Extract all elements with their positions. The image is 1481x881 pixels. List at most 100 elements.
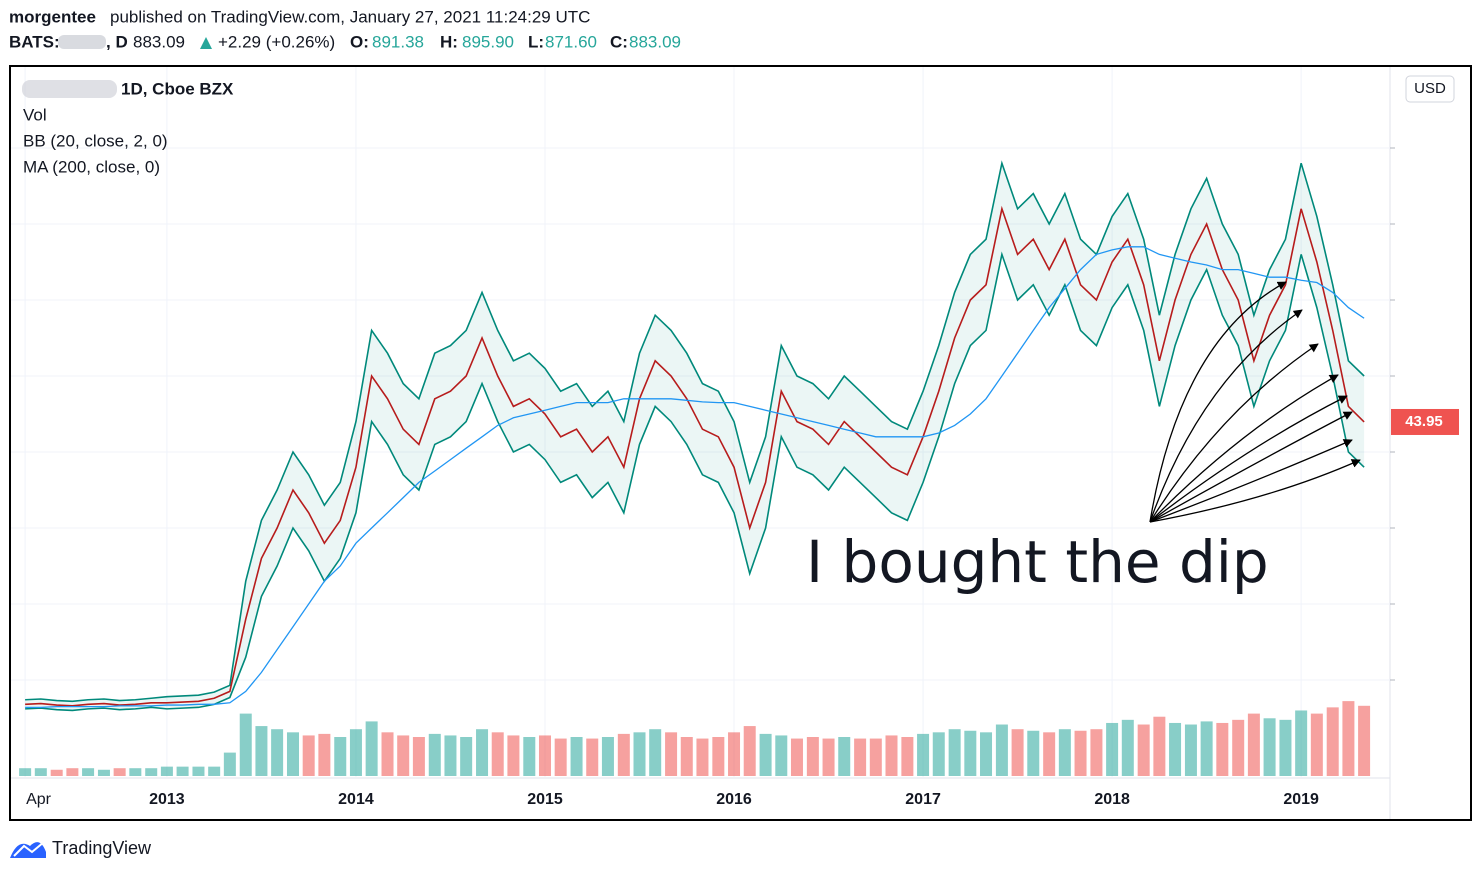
bb-fill <box>25 163 1365 711</box>
price: 883.09 <box>133 32 185 51</box>
x-tick-label: 2016 <box>716 791 752 808</box>
volume-bar <box>1011 729 1024 776</box>
interval: , D <box>106 32 128 51</box>
change: +2.29 (+0.26%) <box>218 32 335 51</box>
plot-area <box>11 67 1390 777</box>
volume-bar <box>964 730 977 776</box>
volume-bar <box>444 735 457 776</box>
volume-bar <box>570 737 583 776</box>
volume-bar <box>1342 701 1355 776</box>
x-tick-label: 2017 <box>905 791 941 808</box>
volume-bar <box>1074 730 1087 776</box>
x-tick-label: 2019 <box>1283 791 1319 808</box>
volume-bar <box>885 735 898 776</box>
volume-bar <box>318 733 331 776</box>
volume-bar <box>854 738 867 776</box>
volume-bar <box>901 737 914 776</box>
bb-upper <box>25 160 1365 703</box>
volume-bar <box>1263 718 1276 776</box>
volume-bar <box>1232 719 1245 776</box>
volume-bar <box>743 726 756 776</box>
volume-bar <box>759 733 772 776</box>
volume-bar <box>617 733 630 776</box>
up-icon <box>200 37 212 49</box>
bb-lower <box>25 251 1365 712</box>
price-line <box>25 246 1365 709</box>
volume-bar <box>1153 716 1166 776</box>
volume-bar <box>523 737 536 776</box>
x-tick-label: 2014 <box>338 791 374 808</box>
volume-bar <box>34 768 47 776</box>
legend-bb: BB (20, close, 2, 0) <box>23 131 168 150</box>
volume-bar <box>176 766 189 776</box>
volume-bar <box>428 733 441 776</box>
volume-bar <box>1216 722 1229 776</box>
symbol-interval: 1D, Cboe BZX <box>121 79 234 98</box>
volume-bar <box>381 732 394 776</box>
volume-bar <box>507 735 520 776</box>
chart-frame <box>9 65 1472 821</box>
volume-bar <box>1247 713 1260 776</box>
volume-bar <box>239 713 252 776</box>
annotation: I bought the dip <box>806 528 1269 596</box>
low-label: L: <box>528 32 544 51</box>
price-tag-label: 43.95 <box>1405 413 1443 430</box>
volume-bar <box>665 732 678 776</box>
volume-bar <box>1279 719 1292 776</box>
x-tick-label: Apr <box>26 791 52 808</box>
volume-bar <box>932 732 945 776</box>
volume-bar <box>1043 732 1056 776</box>
volume-bar <box>980 732 993 776</box>
volume-bar <box>728 732 741 776</box>
blurred-symbol <box>22 80 117 98</box>
high: 895.90 <box>462 32 514 51</box>
blurred-symbol <box>58 35 106 49</box>
volume-bar <box>82 768 95 776</box>
volume-bar <box>680 737 693 776</box>
open-label: O: <box>350 32 369 51</box>
volume-bar <box>491 732 504 776</box>
volume-bar <box>538 735 551 776</box>
volume-bar <box>460 737 473 776</box>
volume-bar <box>601 737 614 776</box>
price-line <box>25 205 1365 707</box>
volume-bar <box>208 766 221 776</box>
volume-bar <box>586 738 599 776</box>
legend-ma: MA (200, close, 0) <box>23 157 160 176</box>
volume-bar <box>1295 710 1308 776</box>
volume-bar <box>365 721 378 776</box>
volume-bar <box>948 729 961 776</box>
volume-bar <box>1106 722 1119 776</box>
volume-bar <box>97 769 110 776</box>
volume-bar <box>19 768 32 776</box>
volume-bar <box>255 726 268 776</box>
x-tick-label: 2015 <box>527 791 563 808</box>
volume-bar <box>1184 724 1197 776</box>
volume-bar <box>1169 722 1182 776</box>
volume-bar <box>649 729 662 776</box>
volume-bar <box>1121 719 1134 776</box>
volume-bar <box>1326 707 1339 776</box>
x-tick-label: 2018 <box>1094 791 1130 808</box>
volume-bar <box>995 724 1008 776</box>
volume-bar <box>223 752 236 776</box>
volume-bar <box>160 766 173 776</box>
arrows <box>1149 281 1361 523</box>
open: 891.38 <box>372 32 424 51</box>
volume-bar <box>696 738 709 776</box>
footer-brand: TradingView <box>52 838 152 858</box>
exchange: BATS: <box>9 32 60 51</box>
volume-bar <box>790 738 803 776</box>
price-tag <box>1391 408 1459 435</box>
volume-bar <box>145 768 158 776</box>
close-label: C: <box>610 32 628 51</box>
volume-bar <box>66 768 79 776</box>
volume-bar <box>129 768 142 776</box>
author[interactable]: morgentee <box>9 7 96 26</box>
volume-bar <box>775 735 788 776</box>
volume-bar <box>917 733 930 776</box>
volume-bar <box>113 768 126 776</box>
volume-bar <box>1090 729 1103 776</box>
currency-button[interactable] <box>1405 75 1455 103</box>
